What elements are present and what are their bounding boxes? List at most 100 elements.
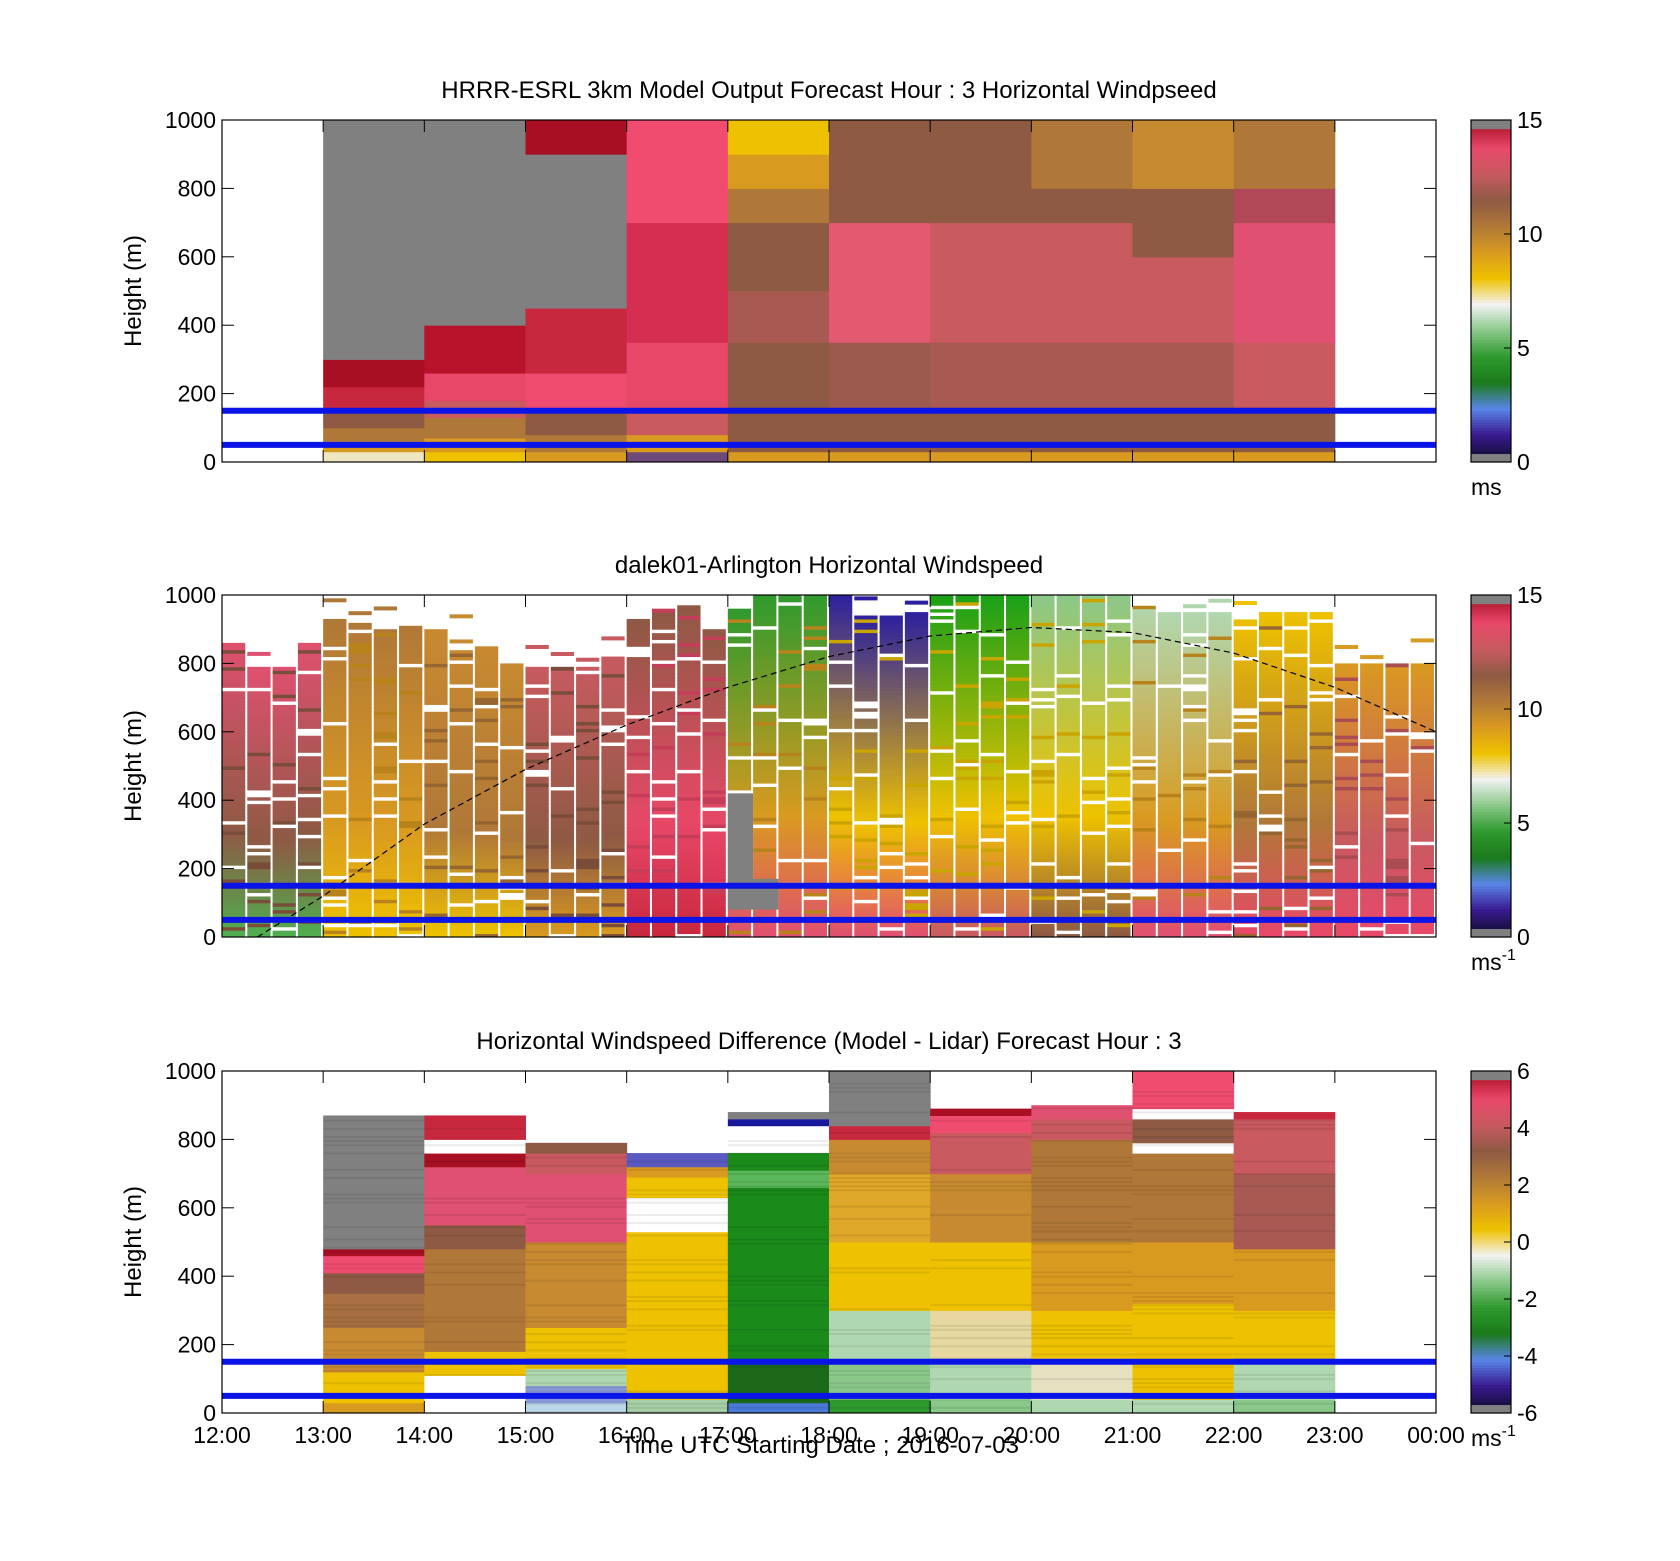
heatmap-cell: [1233, 755, 1257, 760]
heatmap-cell: [1309, 889, 1333, 894]
heatmap-cell: [1107, 618, 1131, 623]
heatmap-cell: [500, 776, 524, 781]
heatmap-cell: [1132, 663, 1156, 668]
heatmap-cell: [1006, 738, 1030, 743]
heatmap-cell: [626, 636, 650, 640]
heatmap-cell: [904, 762, 929, 767]
heatmap-cell: [297, 834, 322, 839]
heatmap-cell: [1132, 683, 1156, 688]
heatmap-cell: [803, 605, 827, 610]
heatmap-cell: [651, 878, 676, 883]
heatmap-cell: [727, 738, 752, 743]
heatmap-cell: [904, 646, 929, 651]
heatmap-cell: [1309, 670, 1333, 675]
heatmap-cell: [1006, 601, 1030, 606]
heatmap-cell: [677, 653, 701, 658]
heatmap-cell: [854, 786, 878, 791]
heatmap-cell: [373, 731, 398, 736]
heatmap-cell: [348, 649, 372, 654]
heatmap-cell: [550, 872, 575, 876]
heatmap-cell: [272, 752, 296, 757]
heatmap-cell: [1081, 721, 1106, 726]
heatmap-cell: [1081, 875, 1106, 880]
heatmap-cell: [1157, 759, 1182, 764]
heatmap-cell: [348, 639, 372, 644]
heatmap-cell: [373, 854, 398, 859]
heatmap-cell: [879, 909, 903, 914]
heatmap-cell: [1081, 748, 1106, 753]
heatmap-cell: [1208, 772, 1232, 777]
heatmap-cell: [1309, 711, 1333, 716]
heatmap-cell: [803, 848, 827, 852]
heatmap-cell: [500, 861, 524, 866]
heatmap-cell: [1385, 690, 1409, 695]
heatmap-cell: [449, 789, 473, 794]
heatmap-cell: [955, 834, 979, 839]
heatmap-cell: [803, 745, 827, 750]
heatmap-cell: [1081, 636, 1106, 640]
heatmap-cell: [500, 783, 524, 788]
heatmap-cell: [803, 796, 827, 801]
heatmap-cell: [879, 653, 903, 658]
heatmap-cell: [879, 707, 903, 712]
heatmap-cell: [753, 933, 777, 937]
heatmap-cell: [348, 632, 372, 637]
heatmap-cell: [803, 930, 827, 935]
heatmap-cell: [1031, 861, 1055, 866]
heatmap-cell: [550, 813, 575, 818]
heatmap-cell: [955, 601, 979, 606]
heatmap-cell: [525, 803, 549, 808]
heatmap-cell: [222, 670, 246, 675]
heatmap-stripe: [727, 1275, 829, 1278]
heatmap-cell: [930, 622, 954, 627]
heatmap-cell: [955, 779, 979, 784]
heatmap-cell: [904, 834, 929, 839]
heatmap-cell: [1385, 738, 1409, 743]
colorbar-segment: [1471, 845, 1511, 850]
heatmap-cell: [550, 892, 575, 897]
heatmap-cell: [1334, 752, 1359, 757]
heatmap-cell: [1334, 731, 1359, 736]
heatmap-cell: [474, 841, 499, 846]
heatmap-cell: [626, 902, 650, 907]
heatmap-cell: [1360, 872, 1384, 876]
heatmap-cell: [727, 762, 752, 767]
heatmap-stripe: [323, 1304, 425, 1307]
colorbar-segment: [1471, 148, 1511, 152]
heatmap-cell: [576, 889, 600, 894]
heatmap-cell: [904, 800, 929, 805]
heatmap-cell: [399, 653, 423, 658]
heatmap-cell: [651, 639, 676, 644]
heatmap-cell: [348, 793, 372, 798]
heatmap-cell: [474, 769, 499, 774]
heatmap-cell: [651, 902, 676, 907]
colorbar-segment: [1471, 731, 1511, 736]
heatmap-cell: [1183, 913, 1207, 917]
heatmap-cell: [753, 837, 777, 842]
heatmap-cell: [1284, 872, 1308, 876]
heatmap-cell: [1157, 632, 1182, 637]
heatmap-cell: [930, 673, 954, 678]
heatmap-cell: [677, 677, 701, 681]
heatmap-cell: [1284, 653, 1308, 658]
heatmap-cell: [930, 820, 954, 825]
heatmap-cell: [930, 930, 954, 935]
heatmap-cell: [222, 858, 246, 863]
heatmap-cell: [1056, 878, 1080, 883]
heatmap-cell: [323, 427, 425, 442]
heatmap-cell: [222, 868, 246, 873]
heatmap-cell: [297, 683, 322, 688]
heatmap-cell: [297, 800, 322, 805]
heatmap-cell: [601, 690, 625, 695]
heatmap-cell: [297, 742, 322, 746]
heatmap-cell: [651, 844, 676, 849]
heatmap-cell: [474, 690, 499, 695]
heatmap-cell: [373, 707, 398, 712]
heatmap-cell: [753, 813, 777, 818]
heatmap-cell: [854, 930, 878, 935]
heatmap-cell: [626, 827, 650, 832]
colorbar-segment: [1471, 714, 1511, 719]
heatmap-cell: [879, 724, 903, 729]
heatmap-cell: [1081, 615, 1106, 620]
